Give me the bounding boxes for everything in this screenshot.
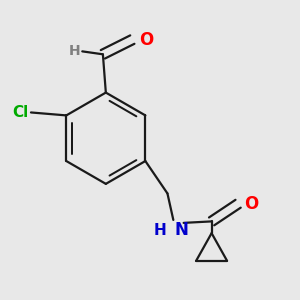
Text: Cl: Cl <box>12 105 28 120</box>
Text: N: N <box>175 221 189 239</box>
Text: H: H <box>68 44 80 58</box>
Text: H: H <box>153 224 166 238</box>
Text: O: O <box>139 31 153 49</box>
Text: O: O <box>244 195 259 213</box>
